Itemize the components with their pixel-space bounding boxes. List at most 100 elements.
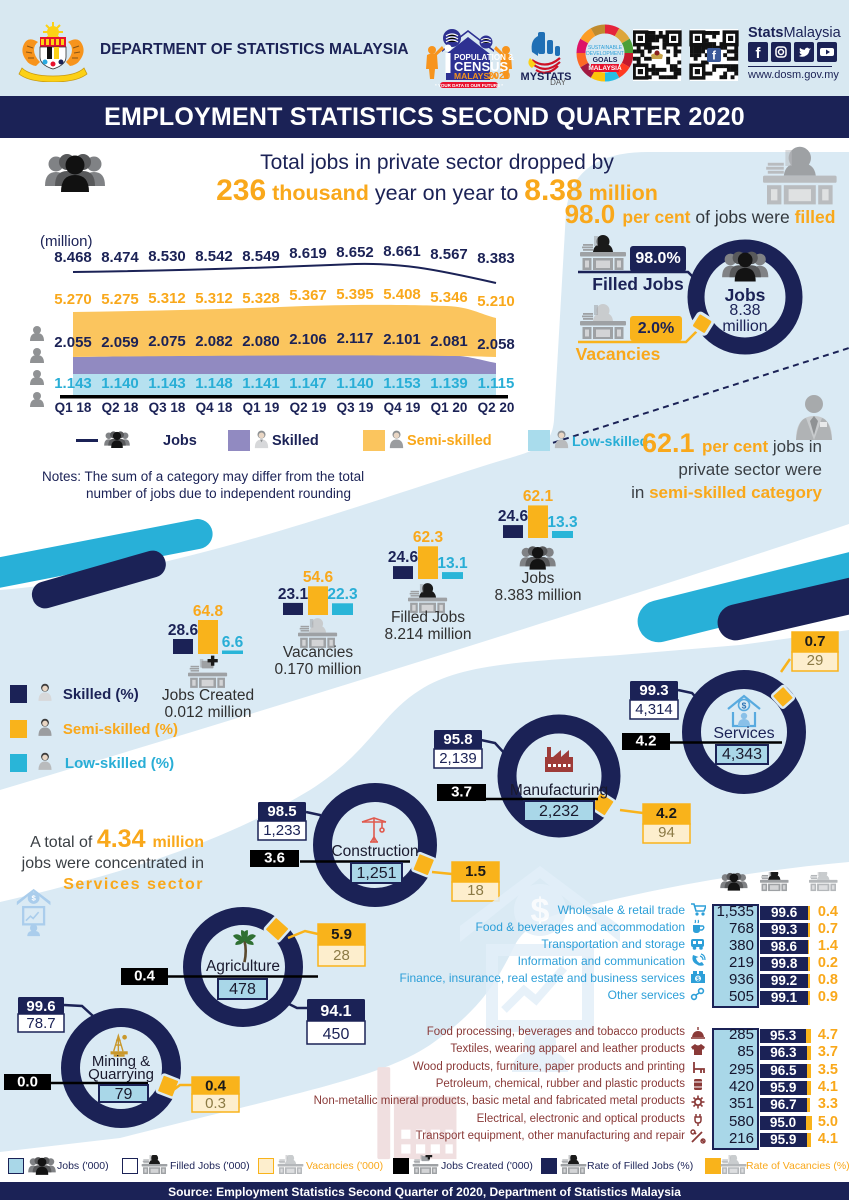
svg-text:0.012 million: 0.012 million: [164, 704, 251, 721]
svg-text:4.2: 4.2: [656, 805, 677, 822]
svg-text:98.5: 98.5: [267, 803, 296, 820]
svg-text:Q1 19: Q1 19: [243, 400, 280, 415]
svg-text:DAY: DAY: [550, 78, 567, 86]
svg-text:POPULATION & HOUSING: POPULATION & HOUSING: [454, 53, 514, 62]
svg-text:99.3: 99.3: [639, 682, 668, 699]
svg-text:478: 478: [229, 981, 256, 998]
svg-text:13.1: 13.1: [437, 555, 468, 572]
svg-text:f: f: [712, 49, 717, 63]
svg-text:$: $: [31, 894, 36, 903]
svg-text:2.082: 2.082: [195, 333, 233, 350]
svg-text:8.383: 8.383: [477, 250, 515, 267]
svg-text:MYSTATS: MYSTATS: [521, 71, 572, 83]
svg-text:4,343: 4,343: [722, 746, 762, 763]
svg-text:5.9: 5.9: [331, 926, 352, 943]
svg-text:Q3 19: Q3 19: [337, 400, 374, 415]
svg-text:28.6: 28.6: [168, 622, 199, 639]
svg-text:SUSTAINABLE: SUSTAINABLE: [588, 45, 623, 51]
svg-text:Filled Jobs: Filled Jobs: [391, 609, 465, 626]
svg-text:79: 79: [115, 1086, 133, 1103]
svg-text:2.106: 2.106: [289, 331, 327, 348]
svg-text:Q1 20: Q1 20: [431, 400, 468, 415]
svg-text:0.4: 0.4: [134, 968, 156, 985]
svg-text:1.115: 1.115: [478, 375, 515, 392]
svg-text:5.270: 5.270: [54, 291, 92, 308]
svg-text:Jobs Created: Jobs Created: [162, 687, 254, 704]
svg-text:8.214 million: 8.214 million: [384, 626, 471, 643]
svg-text:24.6: 24.6: [388, 549, 419, 566]
svg-text:5.346: 5.346: [430, 289, 468, 306]
svg-text:62.3: 62.3: [413, 529, 444, 546]
svg-text:2.055: 2.055: [54, 334, 92, 351]
svg-text:0.0: 0.0: [17, 1074, 38, 1091]
svg-text:95.8: 95.8: [443, 731, 472, 748]
svg-text:1.139: 1.139: [430, 375, 468, 392]
svg-text:1.148: 1.148: [195, 375, 233, 392]
svg-text:1.153: 1.153: [383, 375, 421, 392]
svg-text:8.530: 8.530: [148, 248, 186, 265]
svg-text:24.6: 24.6: [498, 508, 529, 525]
svg-text:29: 29: [807, 652, 824, 669]
svg-text:8.652: 8.652: [336, 244, 374, 261]
svg-text:3.7: 3.7: [451, 784, 472, 801]
svg-text:1.5: 1.5: [465, 863, 486, 880]
svg-text:Q4 19: Q4 19: [384, 400, 421, 415]
svg-text:0.3: 0.3: [205, 1095, 226, 1112]
svg-text:450: 450: [323, 1026, 350, 1043]
svg-text:1.140: 1.140: [336, 375, 374, 392]
svg-text:Mining &: Mining &: [92, 1053, 150, 1070]
svg-text:1.140: 1.140: [101, 375, 139, 392]
svg-text:2.075: 2.075: [148, 333, 186, 350]
svg-text:2.081: 2.081: [430, 333, 468, 350]
svg-text:4,314: 4,314: [635, 701, 673, 718]
svg-text:Services: Services: [713, 725, 774, 742]
svg-text:* YOUR DATA IS OUR FUTURE *: * YOUR DATA IS OUR FUTURE *: [435, 83, 503, 88]
svg-text:1,251: 1,251: [356, 865, 396, 882]
svg-text:$: $: [696, 977, 700, 983]
svg-text:Q1 18: Q1 18: [55, 400, 92, 415]
svg-text:18: 18: [467, 882, 484, 899]
svg-text:Q2 19: Q2 19: [290, 400, 327, 415]
svg-text:22.3: 22.3: [327, 586, 358, 603]
svg-text:5.395: 5.395: [336, 286, 374, 303]
svg-text:0.170 million: 0.170 million: [274, 661, 361, 678]
svg-text:Vacancies: Vacancies: [283, 644, 354, 661]
svg-text:8.661: 8.661: [383, 243, 421, 260]
svg-text:Agriculture: Agriculture: [206, 958, 280, 975]
svg-text:94: 94: [658, 824, 675, 841]
svg-text:5.210: 5.210: [477, 293, 515, 310]
svg-text:Construction: Construction: [331, 843, 418, 860]
svg-text:5.328: 5.328: [242, 290, 280, 307]
svg-text:f: f: [756, 45, 762, 62]
svg-text:0.7: 0.7: [805, 633, 826, 650]
svg-text:5.275: 5.275: [101, 291, 139, 308]
svg-text:2,139: 2,139: [439, 750, 477, 767]
svg-text:CENSUS: CENSUS: [454, 59, 509, 74]
svg-text:MALAYSIA: MALAYSIA: [454, 71, 498, 81]
svg-text:Manufacturing: Manufacturing: [510, 782, 608, 799]
svg-text:Q2 20: Q2 20: [478, 400, 515, 415]
svg-text:8.468: 8.468: [54, 249, 92, 266]
svg-text:8.474: 8.474: [101, 249, 139, 266]
svg-text:Q2 18: Q2 18: [102, 400, 139, 415]
svg-text:1,233: 1,233: [263, 822, 301, 839]
svg-text:94.1: 94.1: [320, 1003, 351, 1020]
svg-text:$: $: [742, 701, 747, 711]
svg-text:6.6: 6.6: [222, 634, 244, 651]
svg-text:MALAYSIA: MALAYSIA: [588, 65, 622, 72]
svg-text:8.619: 8.619: [289, 245, 327, 262]
svg-text:2.080: 2.080: [242, 333, 280, 350]
svg-text:3.6: 3.6: [264, 850, 285, 867]
svg-text:4.2: 4.2: [636, 733, 657, 750]
svg-text:5.312: 5.312: [195, 290, 233, 307]
svg-text:23.1: 23.1: [278, 586, 309, 603]
svg-text:GOALS: GOALS: [593, 57, 618, 64]
svg-text:99.6: 99.6: [26, 998, 55, 1015]
svg-text:5.408: 5.408: [383, 286, 421, 303]
svg-text:1.143: 1.143: [54, 375, 92, 392]
svg-text:Q3 18: Q3 18: [149, 400, 186, 415]
svg-text:5.367: 5.367: [289, 287, 327, 304]
svg-text:13.3: 13.3: [547, 514, 578, 531]
svg-text:2.117: 2.117: [337, 330, 374, 347]
svg-text:2,232: 2,232: [539, 803, 579, 820]
